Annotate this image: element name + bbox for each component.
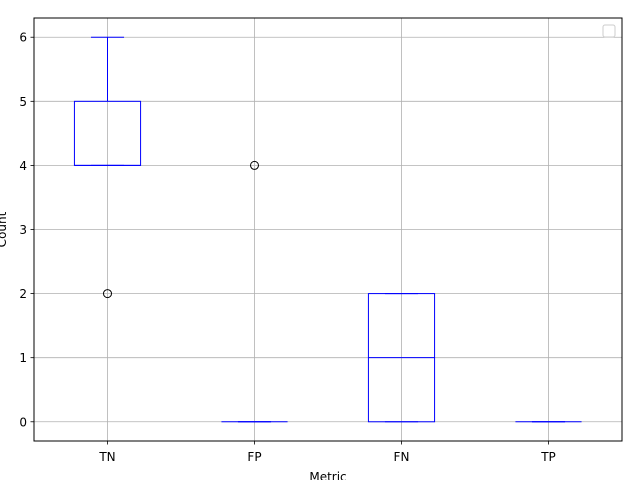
y-tick-label: 4	[19, 159, 27, 173]
y-tick-label: 2	[19, 287, 27, 301]
x-tick-label: FP	[247, 450, 261, 464]
y-axis-label: Count	[0, 211, 9, 247]
y-tick-label: 6	[19, 31, 27, 45]
box-fn	[367, 293, 436, 423]
y-tick-label: 5	[19, 95, 27, 109]
x-tick-label: TP	[540, 450, 556, 464]
box-fp	[221, 160, 288, 423]
axis-ticks: 0 1 2 3 4 5 6 TN FP FN TP	[19, 31, 555, 464]
box-series	[73, 36, 582, 423]
y-tick-label: 3	[19, 223, 27, 237]
legend-box	[602, 24, 616, 38]
box-tn	[73, 36, 142, 299]
x-tick-label: TN	[98, 450, 115, 464]
x-tick-label: FN	[394, 450, 410, 464]
y-tick-label: 1	[19, 351, 27, 365]
y-tick-label: 0	[19, 415, 27, 429]
outlier-point	[250, 160, 259, 170]
x-axis-label: Metric	[309, 470, 346, 480]
outlier-point	[103, 289, 112, 299]
